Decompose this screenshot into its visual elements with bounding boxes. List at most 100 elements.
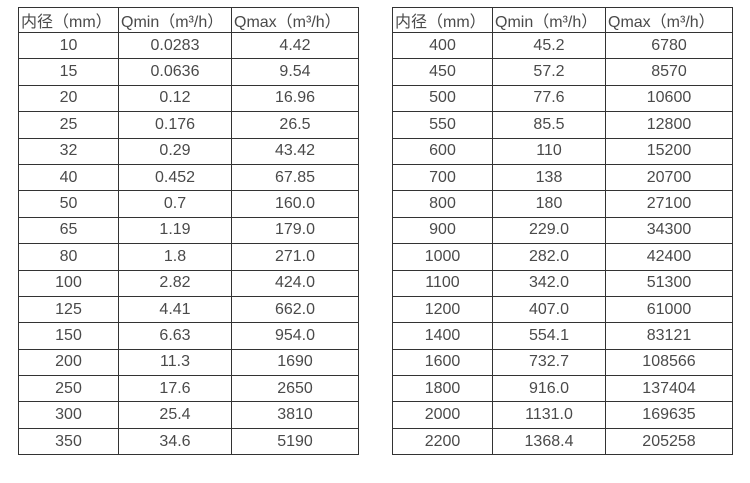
table-row: 200 11.3 1690 [18,348,359,377]
table-cell: 0.12 [118,84,232,113]
table-row: 1200 407.0 61000 [392,295,733,324]
header-cell-qmin: Qmin（m³/h） [118,7,232,33]
table-cell: 45.2 [492,31,606,60]
table-cell: 229.0 [492,216,606,245]
table-cell: 1690 [231,348,359,377]
table-cell: 51300 [605,269,733,297]
table-cell: 0.452 [118,163,232,192]
table-cell: 9.54 [231,58,359,86]
table-cell: 2200 [392,427,493,456]
table-cell: 125 [18,295,119,324]
table-cell: 25 [18,111,119,139]
table-row: 150 6.63 954.0 [18,322,359,350]
table-row: 1400 554.1 83121 [392,322,733,350]
table-row: 450 57.2 8570 [392,58,733,86]
table-row: 内径（mm） Qmin（m³/h） Qmax（m³/h） [392,7,733,33]
header-cell-qmin: Qmin（m³/h） [492,7,606,33]
header-cell-qmax: Qmax（m³/h） [231,7,359,33]
table-cell: 1400 [392,322,493,350]
table-cell: 4.41 [118,295,232,324]
table-cell: 1.19 [118,216,232,245]
table-cell: 800 [392,190,493,218]
table-cell: 732.7 [492,348,606,377]
table-cell: 0.176 [118,111,232,139]
table-row: 内径（mm） Qmin（m³/h） Qmax（m³/h） [18,7,359,33]
table-cell: 108566 [605,348,733,377]
table-cell: 25.4 [118,401,232,429]
table-row: 550 85.5 12800 [392,111,733,139]
table-cell: 1131.0 [492,401,606,429]
table-cell: 65 [18,216,119,245]
table-cell: 160.0 [231,190,359,218]
table-cell: 342.0 [492,269,606,297]
table-row: 10 0.0283 4.42 [18,31,359,60]
table-cell: 20700 [605,163,733,192]
table-body-left: 10 0.0283 4.42 15 0.0636 9.54 20 0.12 16.96 25 0.1… [18,31,359,456]
table-cell: 8570 [605,58,733,86]
table-row: 1600 732.7 108566 [392,348,733,377]
table-cell: 5190 [231,427,359,456]
table-cell: 137404 [605,375,733,403]
table-cell: 2650 [231,375,359,403]
table-cell: 34300 [605,216,733,245]
table-row: 40 0.452 67.85 [18,163,359,192]
table-cell: 900 [392,216,493,245]
table-cell: 662.0 [231,295,359,324]
table-cell: 15200 [605,137,733,165]
header-cell-diameter: 内径（mm） [18,7,119,33]
table-cell: 300 [18,401,119,429]
table-cell: 16.96 [231,84,359,113]
table-row: 32 0.29 43.42 [18,137,359,165]
table-cell: 100 [18,269,119,297]
table-cell: 4.42 [231,31,359,60]
table-row: 15 0.0636 9.54 [18,58,359,86]
table-cell: 6780 [605,31,733,60]
table-cell: 61000 [605,295,733,324]
table-cell: 600 [392,137,493,165]
table-cell: 12800 [605,111,733,139]
table-row: 2000 1131.0 169635 [392,401,733,429]
table-row: 1800 916.0 137404 [392,375,733,403]
header-cell-qmax: Qmax（m³/h） [605,7,733,33]
table-row: 250 17.6 2650 [18,375,359,403]
table-cell: 11.3 [118,348,232,377]
table-cell: 1100 [392,269,493,297]
table-row: 50 0.7 160.0 [18,190,359,218]
table-row: 1000 282.0 42400 [392,243,733,271]
table-body-right: 400 45.2 6780 450 57.2 8570 500 77.6 10600 550 85.… [392,31,733,456]
table-cell: 350 [18,427,119,456]
table-row: 350 34.6 5190 [18,427,359,456]
table-cell: 15 [18,58,119,86]
table-cell: 85.5 [492,111,606,139]
flow-table-right: 内径（mm） Qmin（m³/h） Qmax（m³/h） 400 45.2 6780… [392,7,733,456]
table-cell: 1368.4 [492,427,606,456]
table-cell: 1800 [392,375,493,403]
table-cell: 282.0 [492,243,606,271]
table-cell: 42400 [605,243,733,271]
table-row: 900 229.0 34300 [392,216,733,245]
table-cell: 34.6 [118,427,232,456]
table-cell: 407.0 [492,295,606,324]
table-cell: 169635 [605,401,733,429]
table-row: 500 77.6 10600 [392,84,733,113]
table-cell: 2000 [392,401,493,429]
table-row: 1100 342.0 51300 [392,269,733,297]
table-cell: 6.63 [118,322,232,350]
table-cell: 110 [492,137,606,165]
table-cell: 26.5 [231,111,359,139]
table-cell: 77.6 [492,84,606,113]
table-row: 400 45.2 6780 [392,31,733,60]
table-row: 80 1.8 271.0 [18,243,359,271]
table-cell: 1600 [392,348,493,377]
table-cell: 43.42 [231,137,359,165]
table-row: 25 0.176 26.5 [18,111,359,139]
table-cell: 424.0 [231,269,359,297]
table-cell: 27100 [605,190,733,218]
flow-table-left: 内径（mm） Qmin（m³/h） Qmax（m³/h） 10 0.0283 4.4… [18,7,359,456]
table-cell: 3810 [231,401,359,429]
table-cell: 205258 [605,427,733,456]
table-cell: 0.0283 [118,31,232,60]
table-cell: 57.2 [492,58,606,86]
table-cell: 954.0 [231,322,359,350]
